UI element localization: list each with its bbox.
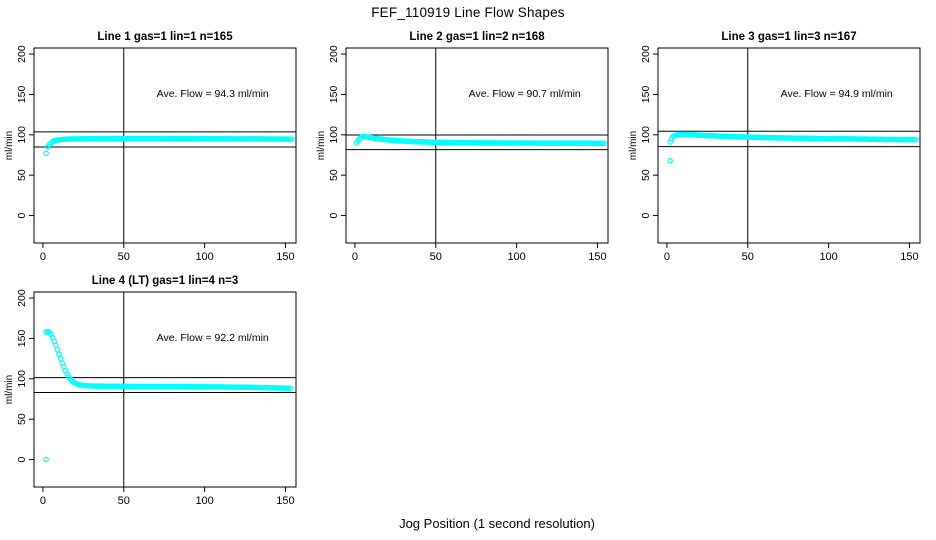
y-tick-label: 100	[16, 370, 28, 388]
y-tick-label: 200	[328, 45, 340, 63]
panel-line-1: 0 50 100 150 0 50 100 150 200 ml/min Line 1 gas=1 …	[4, 31, 297, 263]
data-point	[287, 385, 294, 392]
y-tick-label: 50	[640, 169, 652, 181]
y-axis-label: ml/min	[4, 131, 15, 160]
x-tick-label: 50	[430, 251, 442, 263]
y-tick-label: 200	[640, 45, 652, 63]
x-tick-label: 100	[195, 251, 213, 263]
data-point	[289, 136, 295, 142]
ave-flow-annotation: Ave. Flow = 92.2 ml/min	[157, 332, 269, 344]
x-tick-label: 150	[276, 251, 294, 263]
y-tick-label: 50	[328, 169, 340, 181]
data-point	[43, 456, 49, 463]
ave-flow-annotation: Ave. Flow = 94.9 ml/min	[781, 88, 893, 100]
x-tick-label: 50	[742, 251, 754, 263]
panel-line-4: 0 50 100 150 0 50 100 150 200 ml/min Line 4 (LT) g…	[4, 275, 297, 507]
x-tick-label: 50	[118, 251, 130, 263]
data-point	[601, 140, 607, 147]
x-tick-label: 150	[588, 251, 606, 263]
x-tick-label: 0	[40, 251, 46, 263]
data-point	[667, 157, 673, 164]
y-tick-label: 200	[16, 45, 28, 63]
y-tick-label: 50	[16, 413, 28, 425]
figure-title: FEF_110919 Line Flow Shapes	[371, 5, 565, 20]
y-axis-label: ml/min	[316, 131, 327, 160]
y-tick-label: 150	[16, 86, 28, 104]
x-tick-label: 150	[900, 251, 918, 263]
y-tick-label: 100	[640, 126, 652, 144]
x-tick-label: 0	[40, 495, 46, 507]
data-points	[353, 133, 607, 147]
y-tick-label: 150	[640, 86, 652, 104]
x-tick-label: 100	[819, 251, 837, 263]
x-tick-label: 0	[664, 251, 670, 263]
y-tick-label: 150	[328, 86, 340, 104]
y-tick-label: 150	[16, 330, 28, 348]
data-point	[913, 136, 919, 143]
plot-box	[33, 47, 297, 244]
y-tick-label: 0	[16, 212, 28, 218]
panel-line-2: 0 50 100 150 0 50 100 150 200 ml/min Line 2 gas=1 …	[316, 31, 609, 263]
ave-flow-annotation: Ave. Flow = 94.3 ml/min	[157, 88, 269, 100]
data-point	[43, 150, 49, 157]
data-points	[667, 131, 919, 164]
plot-box	[657, 47, 921, 244]
x-axis-label: Jog Position (1 second resolution)	[399, 516, 595, 531]
data-points	[43, 328, 294, 463]
panel-title: Line 4 (LT) gas=1 lin=4 n=3	[92, 275, 238, 287]
y-tick-label: 50	[16, 169, 28, 181]
y-tick-label: 0	[640, 212, 652, 218]
x-tick-label: 100	[507, 251, 525, 263]
x-tick-label: 0	[352, 251, 358, 263]
y-tick-label: 0	[328, 212, 340, 218]
data-points	[43, 135, 295, 157]
x-tick-label: 100	[195, 495, 213, 507]
y-axis-label: ml/min	[628, 131, 639, 160]
y-tick-label: 0	[16, 456, 28, 462]
panel-line-3: 0 50 100 150 0 50 100 150 200 ml/min Line 3 gas=1 …	[628, 31, 921, 263]
x-tick-label: 150	[276, 495, 294, 507]
x-tick-label: 50	[118, 495, 130, 507]
ave-flow-annotation: Ave. Flow = 90.7 ml/min	[469, 88, 581, 100]
y-tick-label: 100	[328, 126, 340, 144]
y-tick-label: 100	[16, 126, 28, 144]
panel-title: Line 2 gas=1 lin=2 n=168	[409, 31, 545, 43]
y-tick-label: 200	[16, 289, 28, 307]
y-axis-label: ml/min	[4, 375, 15, 404]
panel-title: Line 1 gas=1 lin=1 n=165	[97, 31, 233, 43]
panel-title: Line 3 gas=1 lin=3 n=167	[721, 31, 856, 43]
